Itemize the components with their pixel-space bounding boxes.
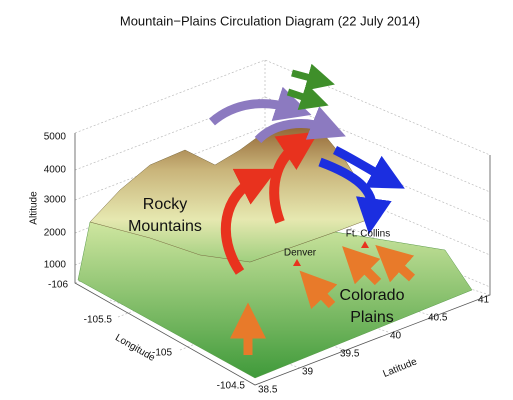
tick-label: 38.5 — [258, 385, 278, 396]
tick-label: 1000 — [44, 260, 67, 271]
axis-label: Altitude — [29, 191, 40, 225]
terrain — [77, 119, 473, 379]
tick-label: -105.5 — [84, 315, 113, 326]
tick-label: -106 — [48, 280, 68, 291]
region-label: Mountains — [128, 218, 202, 235]
region-label: Colorado — [340, 287, 405, 304]
tick-label: 40 — [390, 331, 402, 342]
region-label: Rocky — [143, 196, 187, 213]
tick-label: 41 — [478, 295, 490, 306]
city-marker — [293, 259, 301, 266]
tick-label: 5000 — [44, 132, 67, 143]
tick-label: 39.5 — [340, 349, 360, 360]
city-label: Ft. Collins — [346, 229, 390, 240]
tick-label: -104.5 — [217, 381, 246, 392]
places: Rocky Mountains Denver Ft. Collins Color… — [128, 196, 404, 326]
arrows — [209, 63, 416, 355]
title: Mountain−Plains Circulation Diagram (22 … — [120, 13, 420, 28]
tick-label: 39 — [302, 367, 314, 378]
region-label: Plains — [350, 309, 394, 326]
tick-label: 2000 — [44, 228, 67, 239]
tick-label: 40.5 — [428, 313, 448, 324]
axis-label: Latitude — [381, 356, 419, 380]
axis-label: Longitude — [113, 332, 157, 364]
city-label: Denver — [284, 248, 317, 259]
tick-label: 3000 — [44, 195, 67, 206]
tick-label: 4000 — [44, 165, 67, 176]
tick-label: -105 — [152, 348, 172, 359]
city-marker — [361, 241, 369, 248]
